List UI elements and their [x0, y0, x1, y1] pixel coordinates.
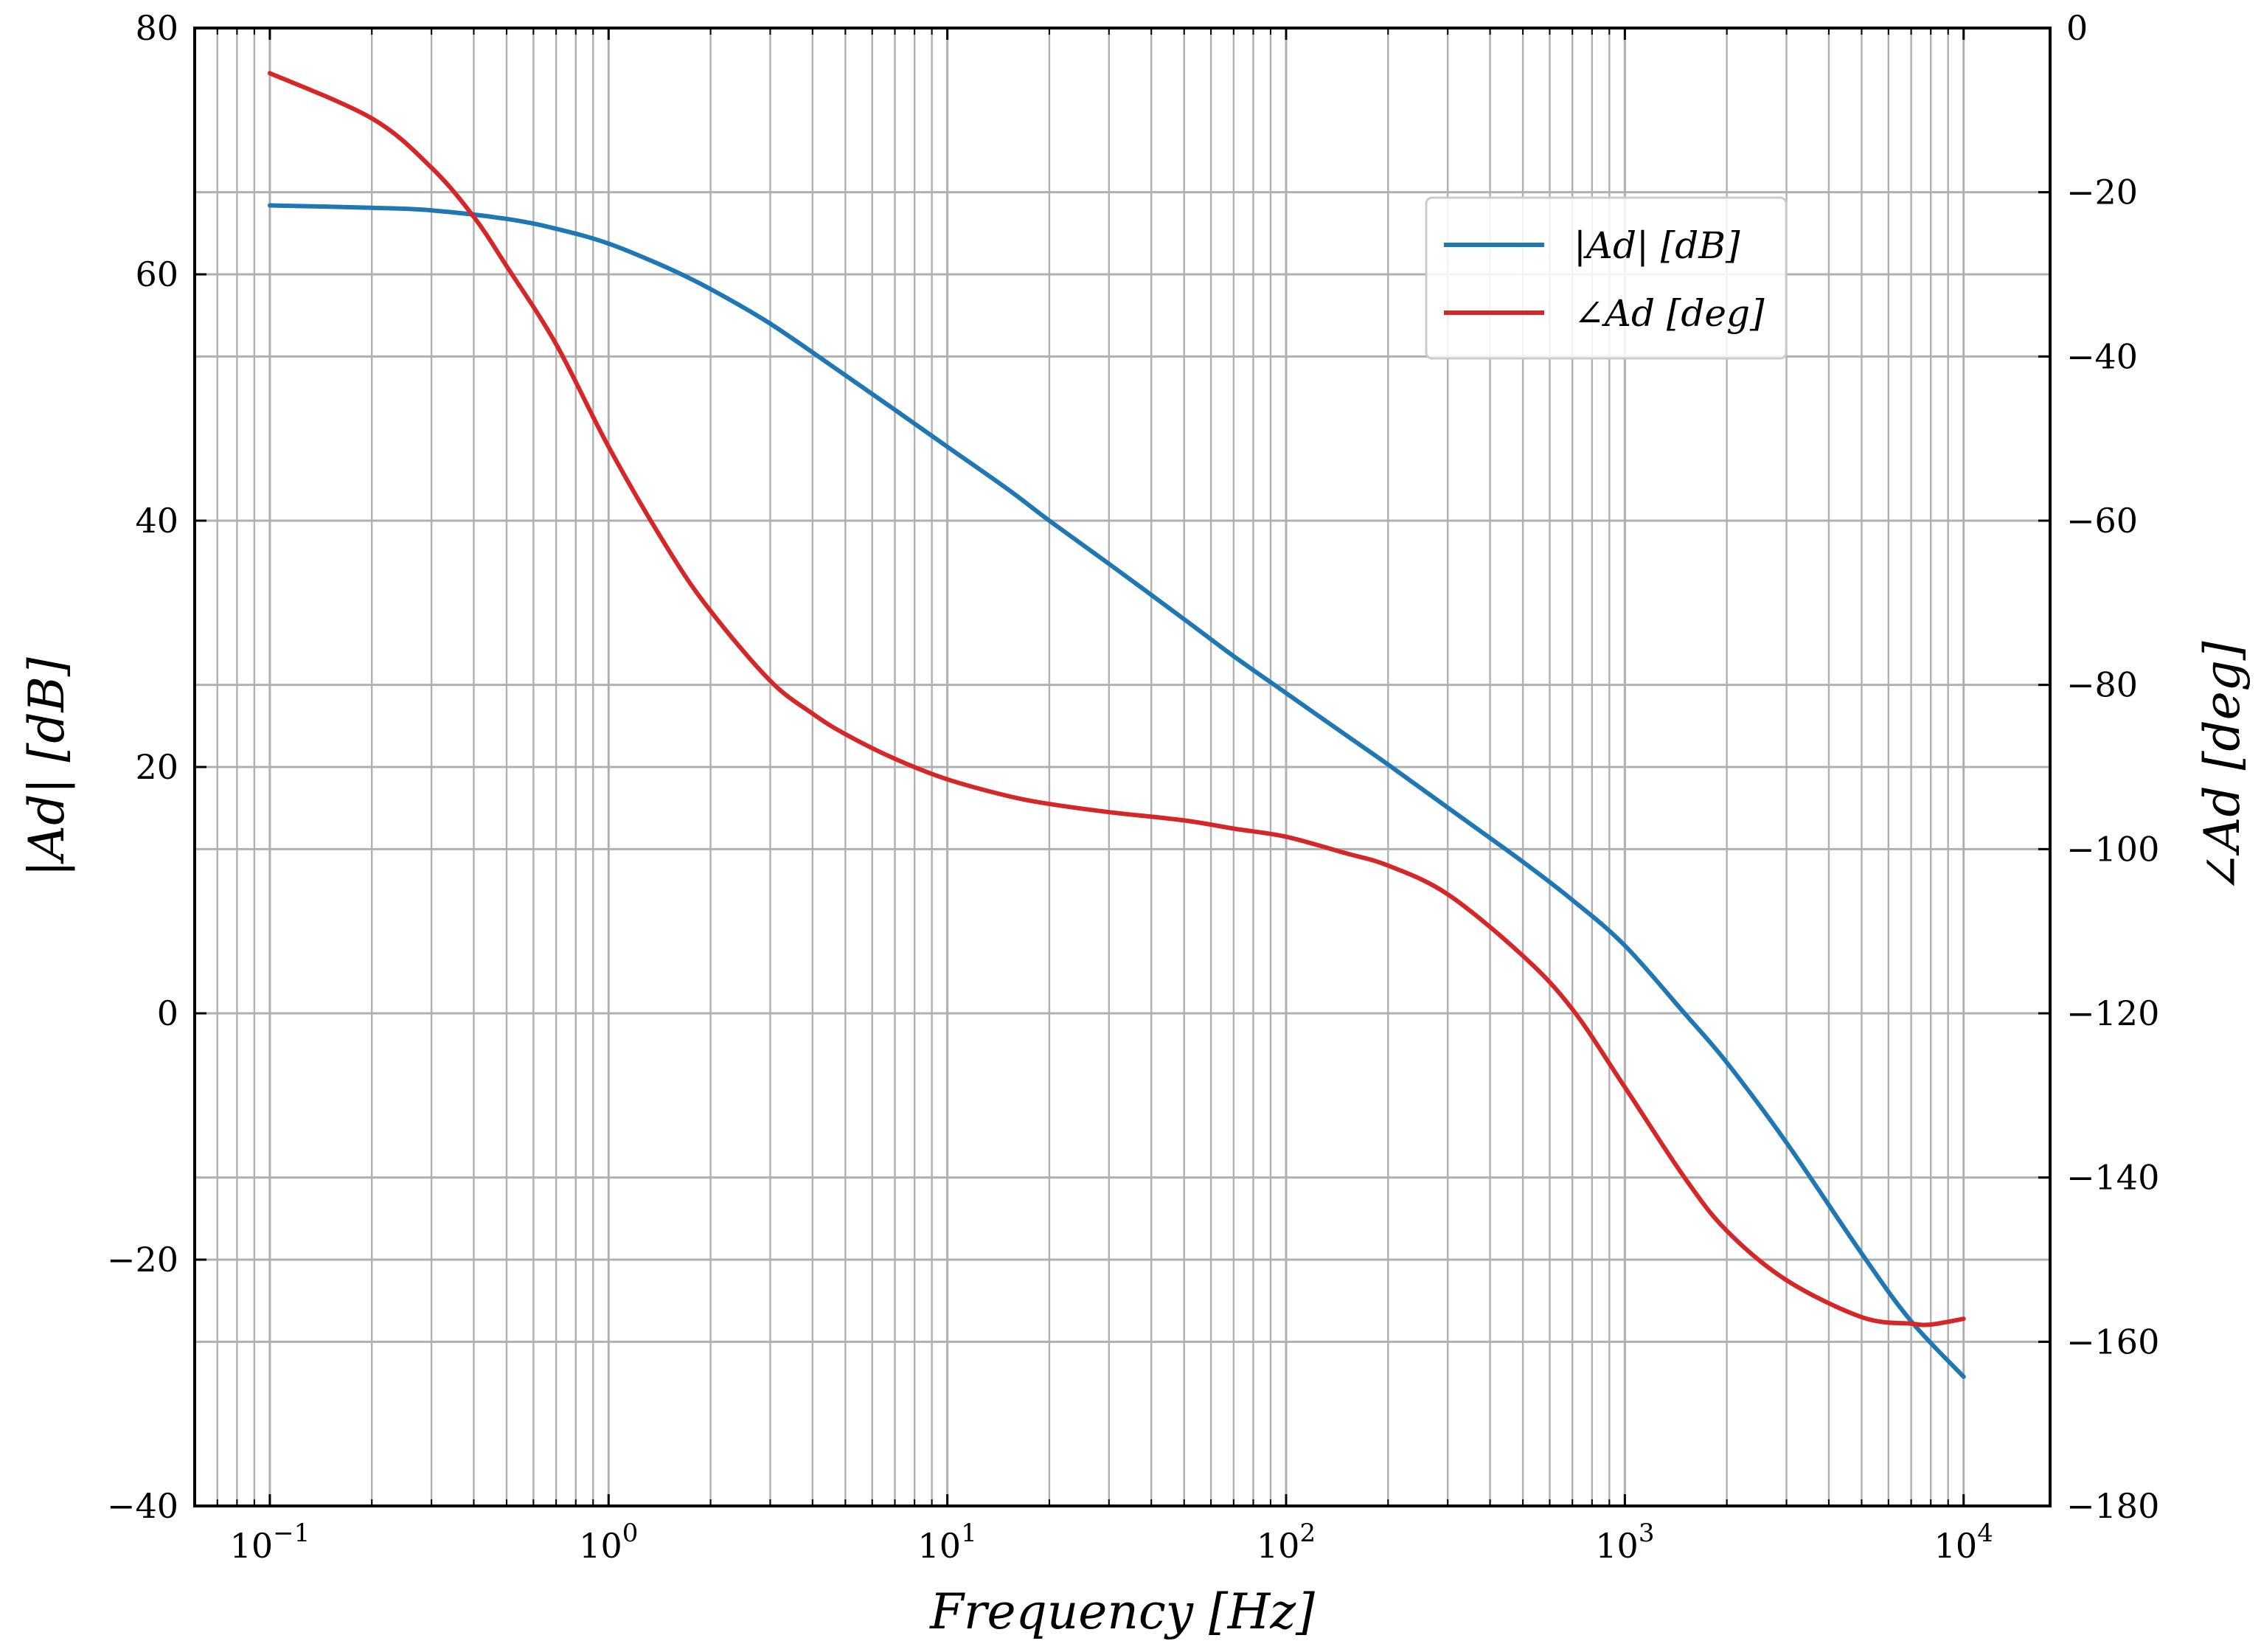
- y-tick-label: 0: [157, 993, 178, 1033]
- y2-tick-label: −160: [2066, 1322, 2159, 1361]
- y2-tick-label: −180: [2066, 1486, 2159, 1526]
- y2-tick-label: −60: [2066, 501, 2138, 541]
- y-tick-label: 40: [135, 501, 178, 541]
- y-axis-title: |Ad| [dB]: [18, 657, 75, 877]
- x-tick-label: 100: [579, 1519, 638, 1566]
- y2-tick-label: −20: [2066, 173, 2138, 212]
- y-tick-label: −40: [107, 1486, 178, 1526]
- y2-tick-label: −140: [2066, 1158, 2159, 1198]
- legend: |Ad| [dB] ∠Ad [deg]: [1425, 196, 1788, 360]
- x-tick-label: 103: [1595, 1519, 1654, 1566]
- y2-tick-label: 0: [2066, 8, 2088, 48]
- y-tick-label: 80: [135, 8, 178, 48]
- phase-line: [267, 71, 1966, 1328]
- x-tick-label: 101: [918, 1519, 977, 1566]
- plot-lines: [267, 71, 1966, 1379]
- y2-tick-label: −120: [2066, 993, 2159, 1033]
- legend-label-magnitude: |Ad| [dB]: [1574, 224, 1740, 267]
- x-tick-label: 10−1: [230, 1519, 310, 1566]
- x-axis-title: Frequency [Hz]: [929, 1583, 1315, 1640]
- y2-tick-label: −80: [2066, 665, 2138, 705]
- y-tick-label: 20: [135, 747, 178, 787]
- y2-axis-title: ∠Ad [deg]: [2194, 641, 2251, 892]
- legend-label-phase: ∠Ad [deg]: [1574, 292, 1765, 335]
- x-tick-label: 104: [1934, 1519, 1993, 1566]
- y-tick-label: −20: [107, 1240, 178, 1280]
- magnitude-line: [267, 203, 1966, 1379]
- y-tick-label: 60: [135, 254, 178, 294]
- y2-tick-label: −40: [2066, 336, 2138, 376]
- axis-ticks: 80 60 40 20 0 −20 −40 0 −20 −40 −60 −80 −100 −120 −140…: [107, 8, 2159, 1566]
- x-tick-label: 102: [1257, 1519, 1316, 1566]
- y2-tick-label: −100: [2066, 829, 2159, 869]
- legend-box: [1425, 196, 1788, 360]
